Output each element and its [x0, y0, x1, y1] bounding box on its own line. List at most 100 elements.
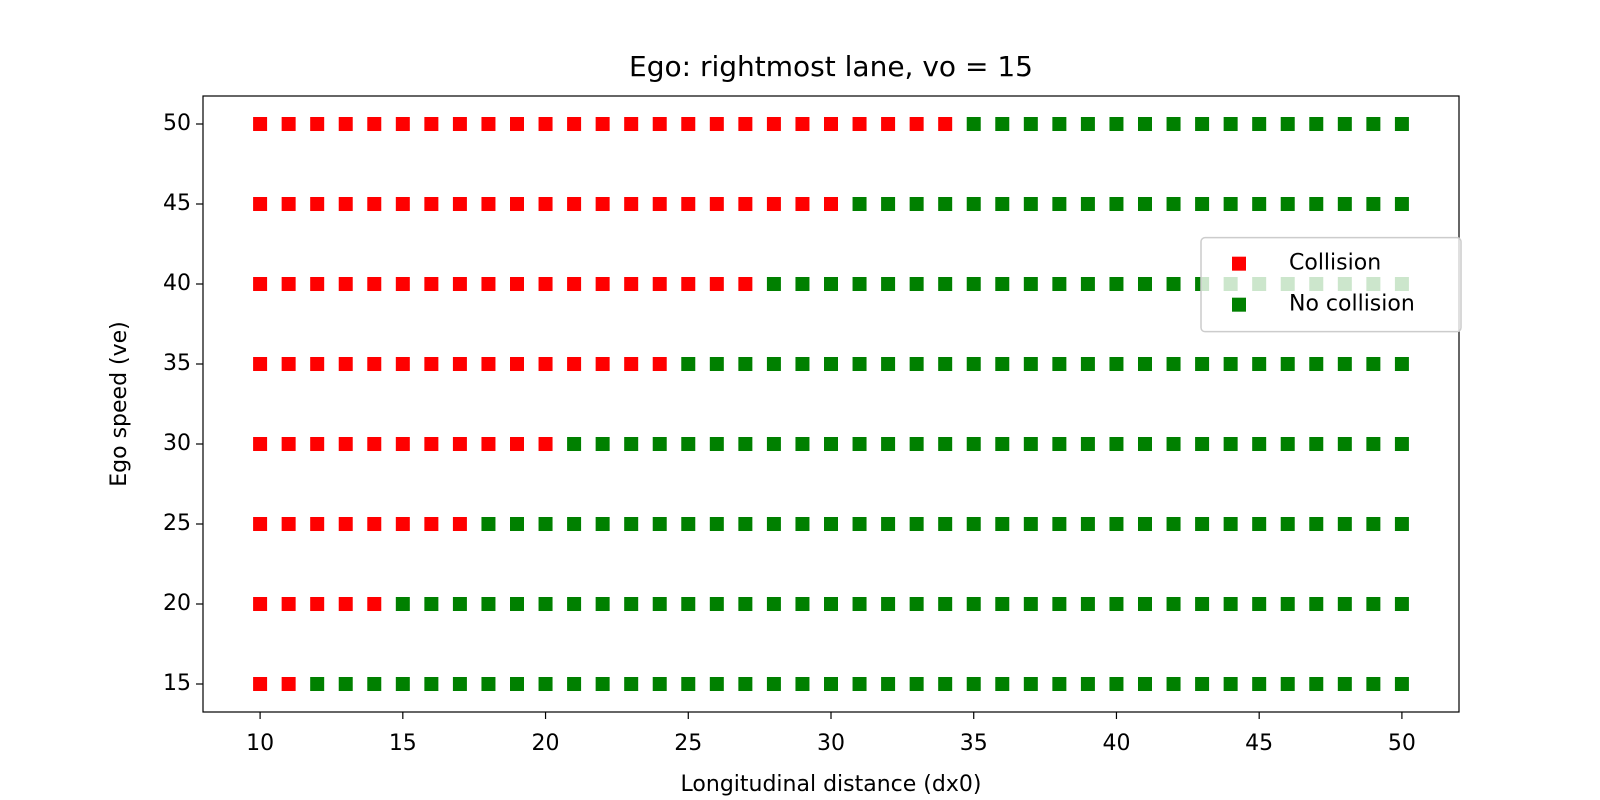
- point: [395, 597, 410, 611]
- point: [909, 517, 924, 531]
- point: [1080, 677, 1095, 691]
- point: [881, 197, 896, 211]
- point: [452, 197, 467, 211]
- point: [1080, 517, 1095, 531]
- point: [1394, 677, 1409, 691]
- point: [681, 517, 696, 531]
- legend-label: No collision: [1289, 292, 1415, 317]
- point: [1138, 277, 1152, 291]
- point: [824, 437, 838, 451]
- point: [281, 357, 296, 371]
- point: [367, 277, 382, 291]
- point: [738, 117, 753, 131]
- point: [395, 437, 410, 451]
- point: [766, 197, 781, 211]
- point: [1223, 677, 1238, 691]
- point: [966, 117, 981, 131]
- point: [395, 117, 410, 131]
- legend-label: Collision: [1289, 251, 1381, 276]
- point: [1138, 677, 1152, 691]
- point: [567, 437, 582, 451]
- point: [1252, 597, 1267, 611]
- point: [1109, 597, 1124, 611]
- x-tick-label: 45: [1245, 731, 1273, 756]
- point: [995, 357, 1010, 371]
- point: [1195, 597, 1210, 611]
- point: [395, 357, 410, 371]
- point: [766, 597, 781, 611]
- point: [709, 517, 724, 531]
- point: [795, 677, 810, 691]
- point: [1280, 437, 1295, 451]
- point: [652, 677, 667, 691]
- point: [310, 197, 325, 211]
- point: [1337, 597, 1352, 611]
- point: [1080, 117, 1095, 131]
- point: [1138, 597, 1152, 611]
- point: [1223, 437, 1238, 451]
- point: [738, 437, 753, 451]
- point: [567, 597, 582, 611]
- point: [1309, 197, 1324, 211]
- y-tick-label: 25: [163, 511, 191, 536]
- point: [652, 517, 667, 531]
- point: [738, 357, 753, 371]
- point: [567, 277, 582, 291]
- point: [938, 517, 953, 531]
- point: [310, 597, 325, 611]
- point: [795, 277, 810, 291]
- point: [852, 597, 867, 611]
- point: [1337, 117, 1352, 131]
- point: [1166, 277, 1181, 291]
- point: [1366, 437, 1381, 451]
- point: [1223, 357, 1238, 371]
- point: [253, 597, 268, 611]
- point: [1366, 197, 1381, 211]
- point: [966, 517, 981, 531]
- point: [1366, 677, 1381, 691]
- point: [852, 677, 867, 691]
- point: [1309, 597, 1324, 611]
- point: [852, 197, 867, 211]
- point: [1166, 517, 1181, 531]
- point: [1337, 437, 1352, 451]
- point: [567, 517, 582, 531]
- point: [795, 117, 810, 131]
- point: [1337, 677, 1352, 691]
- y-tick-label: 45: [163, 191, 191, 216]
- point: [1109, 677, 1124, 691]
- point: [766, 517, 781, 531]
- point: [1023, 437, 1038, 451]
- point: [1052, 437, 1067, 451]
- point: [510, 117, 524, 131]
- point: [938, 677, 953, 691]
- point: [824, 597, 838, 611]
- point: [1366, 597, 1381, 611]
- point: [795, 197, 810, 211]
- point: [766, 277, 781, 291]
- point: [1223, 197, 1238, 211]
- point: [395, 517, 410, 531]
- point: [281, 517, 296, 531]
- point: [766, 117, 781, 131]
- point: [367, 597, 382, 611]
- point: [824, 117, 838, 131]
- point: [538, 277, 553, 291]
- point: [1052, 117, 1067, 131]
- point: [253, 517, 268, 531]
- point: [1280, 197, 1295, 211]
- point: [1252, 197, 1267, 211]
- point: [367, 437, 382, 451]
- y-tick-label: 30: [163, 431, 191, 456]
- point: [1109, 517, 1124, 531]
- point: [253, 117, 268, 131]
- point: [738, 197, 753, 211]
- point: [1138, 437, 1152, 451]
- point: [966, 597, 981, 611]
- point: [310, 517, 325, 531]
- point: [966, 357, 981, 371]
- point: [1023, 117, 1038, 131]
- point: [595, 357, 610, 371]
- point: [1109, 437, 1124, 451]
- point: [1366, 117, 1381, 131]
